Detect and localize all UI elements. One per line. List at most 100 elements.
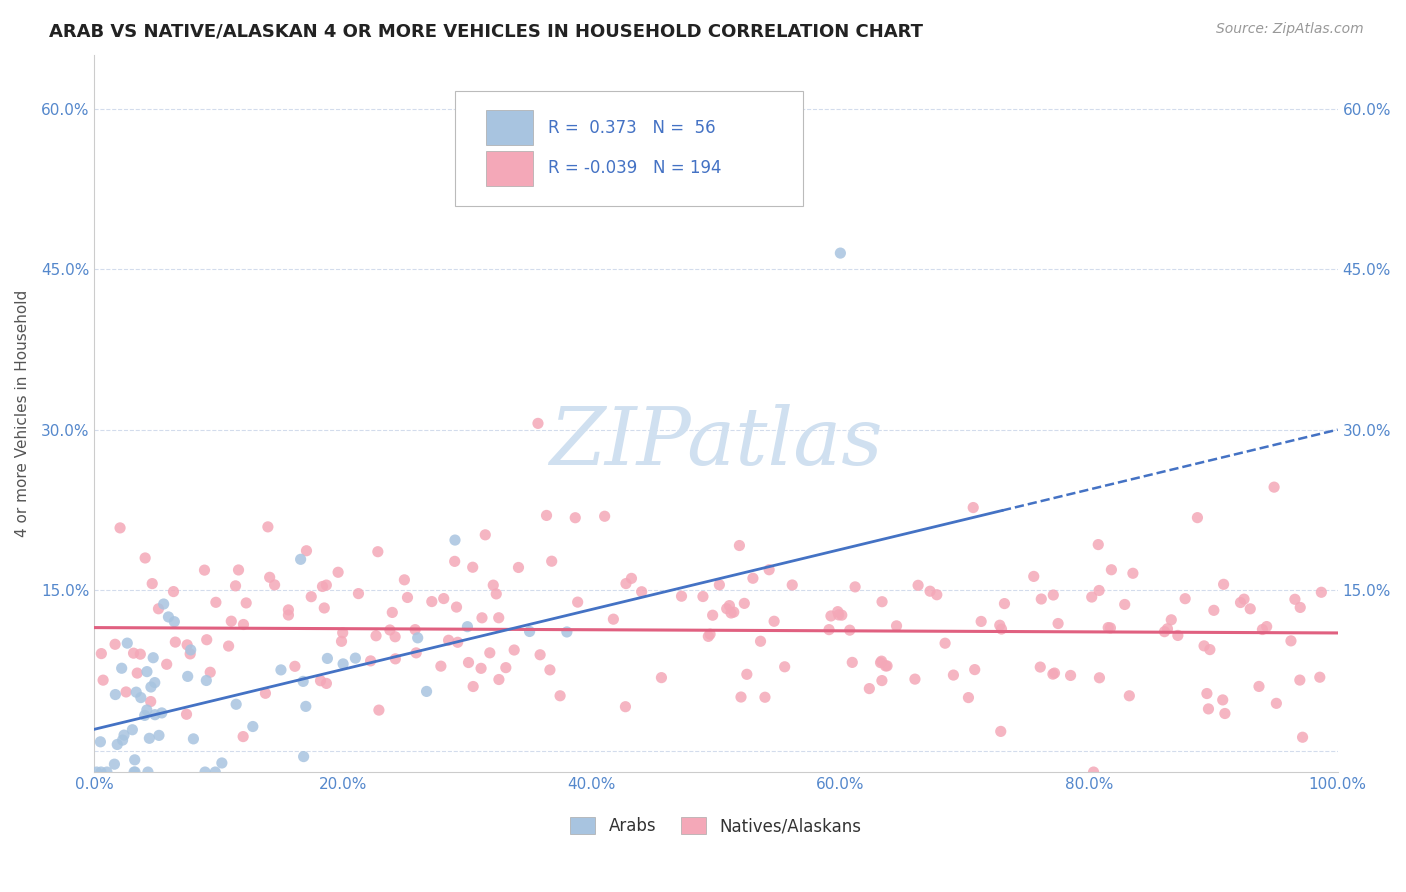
Point	[754, 690, 776, 705]
Point	[548, 689, 571, 703]
Point	[1202, 603, 1225, 617]
Point	[232, 617, 254, 632]
Point	[129, 647, 152, 661]
Point	[735, 667, 758, 681]
Point	[1022, 569, 1045, 583]
Point	[295, 543, 318, 558]
Point	[758, 563, 780, 577]
Point	[1309, 670, 1331, 684]
Point	[129, 690, 152, 705]
Point	[284, 659, 307, 673]
Point	[218, 639, 240, 653]
Point	[742, 571, 765, 585]
Point	[614, 576, 637, 591]
Point	[292, 749, 315, 764]
Point	[316, 651, 339, 665]
Point	[831, 608, 853, 623]
Point	[1288, 673, 1310, 687]
Point	[1118, 689, 1140, 703]
Point	[934, 636, 956, 650]
Point	[122, 646, 145, 660]
Point	[360, 654, 382, 668]
Point	[437, 633, 460, 648]
Point	[957, 690, 980, 705]
Point	[1097, 621, 1119, 635]
Point	[671, 589, 693, 603]
Point	[295, 699, 318, 714]
Point	[1160, 613, 1182, 627]
Point	[134, 551, 156, 566]
Point	[277, 603, 299, 617]
Point	[763, 614, 786, 628]
Point	[443, 554, 465, 568]
Point	[780, 578, 803, 592]
Point	[332, 657, 354, 671]
Point	[225, 579, 247, 593]
Point	[367, 703, 389, 717]
Point	[650, 671, 672, 685]
Point	[602, 612, 624, 626]
Point	[1247, 680, 1270, 694]
Point	[405, 646, 427, 660]
Point	[1279, 633, 1302, 648]
Point	[1156, 622, 1178, 636]
Point	[1233, 592, 1256, 607]
Point	[135, 703, 157, 717]
Point	[141, 576, 163, 591]
Point	[773, 660, 796, 674]
Point	[488, 673, 510, 687]
Point	[830, 246, 852, 260]
Point	[1198, 702, 1220, 716]
Point	[108, 521, 131, 535]
Point	[1195, 687, 1218, 701]
Point	[314, 601, 336, 615]
Point	[485, 587, 508, 601]
Y-axis label: 4 or more Vehicles in Household: 4 or more Vehicles in Household	[15, 290, 30, 537]
FancyBboxPatch shape	[486, 111, 533, 145]
Point	[326, 566, 349, 580]
Point	[720, 606, 742, 620]
Point	[344, 651, 367, 665]
Point	[143, 675, 166, 690]
Legend: Arabs, Natives/Alaskans: Arabs, Natives/Alaskans	[571, 817, 862, 836]
Point	[152, 597, 174, 611]
Point	[536, 508, 558, 523]
Point	[858, 681, 880, 696]
Point	[1088, 583, 1111, 598]
Point	[461, 560, 484, 574]
Point	[470, 661, 492, 675]
Point	[495, 660, 517, 674]
Point	[904, 672, 927, 686]
Point	[630, 584, 652, 599]
Point	[1256, 619, 1278, 633]
Point	[870, 673, 893, 688]
Point	[844, 580, 866, 594]
Point	[136, 665, 159, 679]
Point	[315, 578, 337, 592]
Point	[332, 625, 354, 640]
Point	[183, 731, 205, 746]
Point	[1284, 592, 1306, 607]
Point	[163, 615, 186, 629]
Point	[1122, 566, 1144, 581]
Point	[699, 627, 721, 641]
Point	[139, 680, 162, 694]
Point	[1212, 693, 1234, 707]
Point	[232, 730, 254, 744]
Point	[1265, 696, 1288, 710]
Point	[503, 643, 526, 657]
Point	[104, 637, 127, 651]
Point	[200, 665, 222, 680]
Point	[193, 563, 215, 577]
Point	[593, 509, 616, 524]
Point	[367, 545, 389, 559]
Point	[716, 601, 738, 615]
Point	[124, 753, 146, 767]
Point	[124, 765, 146, 780]
Point	[125, 685, 148, 699]
Point	[315, 676, 337, 690]
Point	[1289, 600, 1312, 615]
Point	[581, 177, 603, 191]
Point	[292, 674, 315, 689]
Point	[134, 708, 156, 723]
